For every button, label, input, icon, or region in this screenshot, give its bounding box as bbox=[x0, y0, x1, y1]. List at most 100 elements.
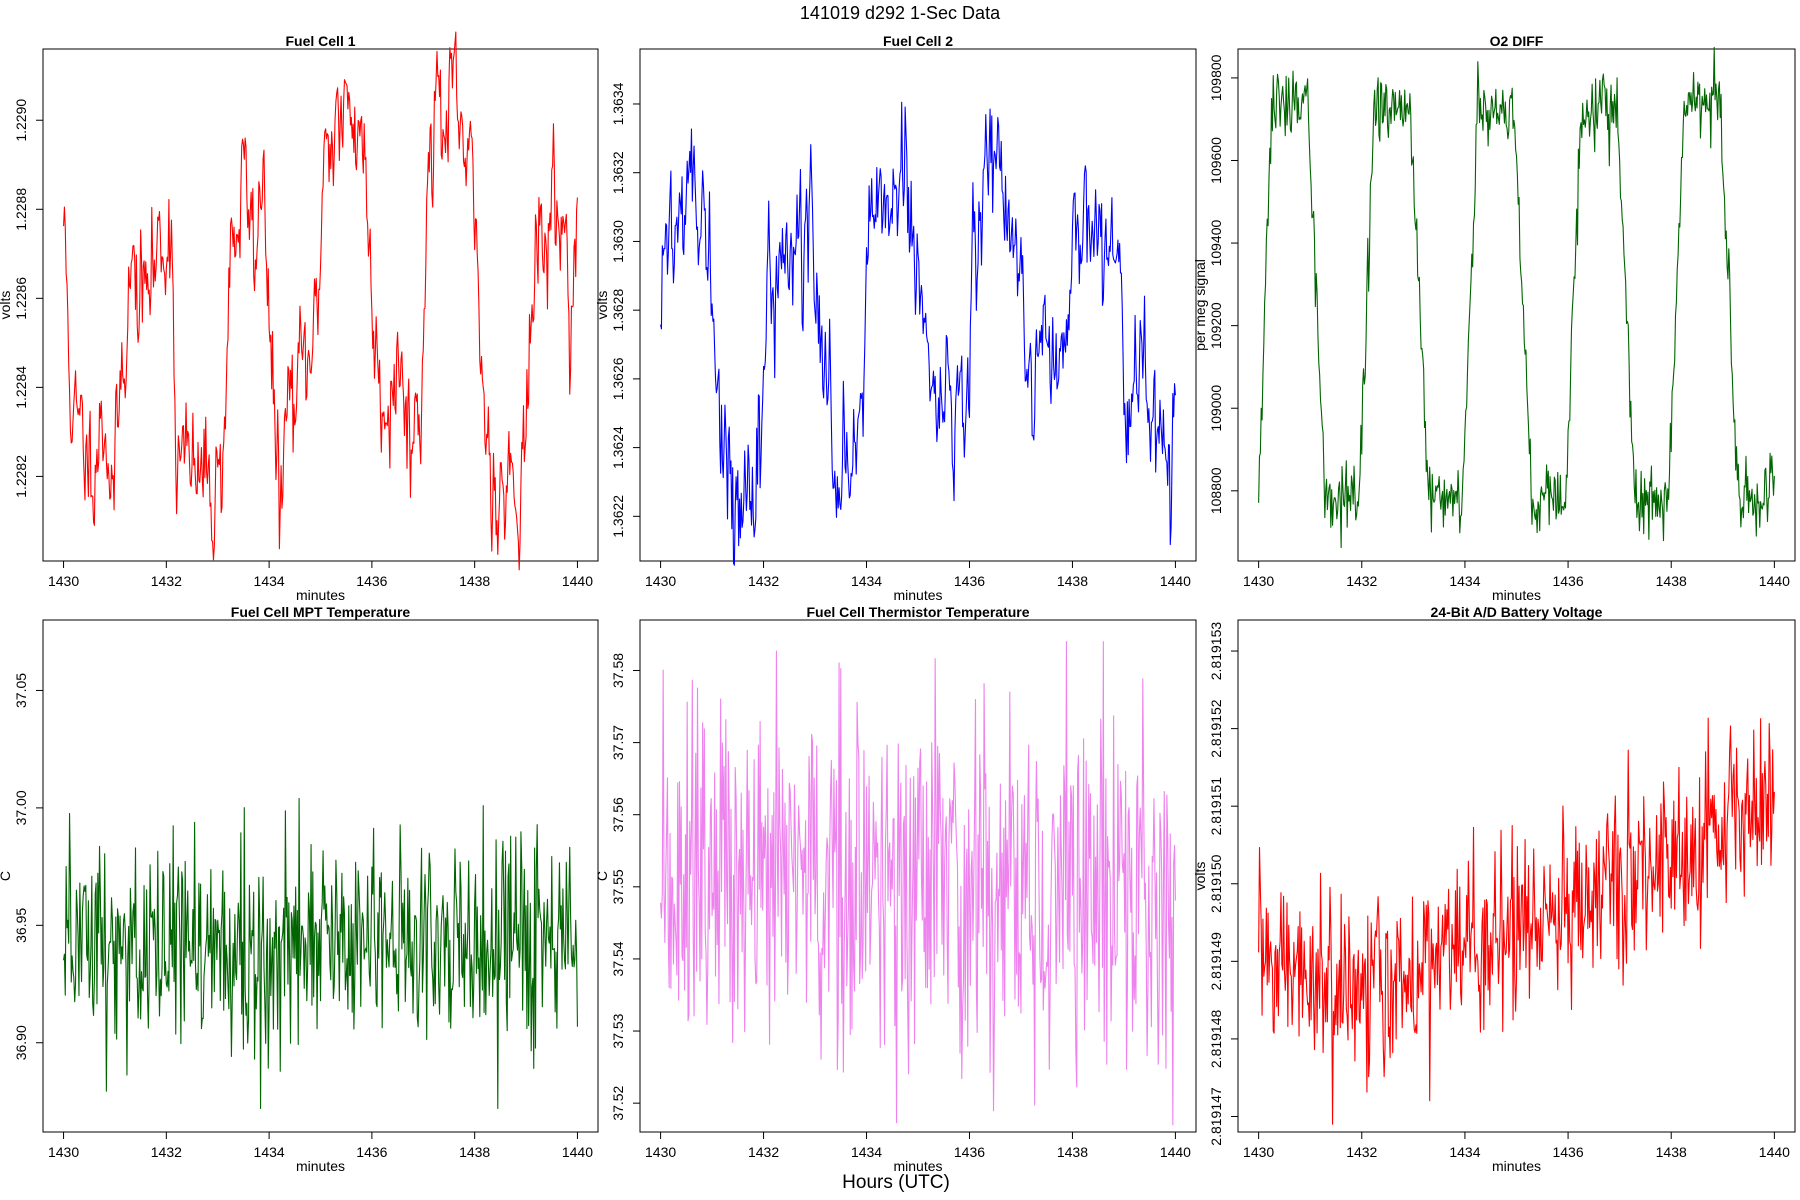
x-tick-label: 1434 bbox=[1449, 573, 1480, 589]
x-tick-label: 1438 bbox=[1656, 573, 1687, 589]
y-axis-label: volts bbox=[1192, 862, 1208, 891]
x-tick-label: 1436 bbox=[954, 573, 985, 589]
x-tick-label: 1440 bbox=[1759, 1144, 1790, 1160]
y-tick-label: 37.05 bbox=[13, 673, 29, 708]
x-tick-label: 1438 bbox=[1656, 1144, 1687, 1160]
y-tick-label: 1.3632 bbox=[610, 151, 626, 194]
x-tick-label: 1434 bbox=[254, 573, 285, 589]
y-tick-label: 37.53 bbox=[610, 1013, 626, 1048]
x-axis-label: minutes bbox=[1492, 1158, 1541, 1174]
x-tick-label: 1434 bbox=[851, 573, 882, 589]
x-tick-label: 1440 bbox=[1759, 573, 1790, 589]
y-axis-label: volts bbox=[0, 291, 13, 320]
x-tick-label: 1440 bbox=[1160, 1144, 1191, 1160]
y-tick-label: 2.819153 bbox=[1208, 622, 1224, 681]
plot-frame bbox=[42, 48, 599, 562]
x-tick-label: 1432 bbox=[748, 1144, 779, 1160]
x-tick-label: 1440 bbox=[1160, 573, 1191, 589]
x-tick-label: 1430 bbox=[645, 573, 676, 589]
series-line-fuel-cell-mpt-temperature bbox=[63, 797, 578, 1110]
y-tick-label: 37.56 bbox=[610, 797, 626, 832]
x-tick-label: 1436 bbox=[1552, 1144, 1583, 1160]
x-tick-label: 1438 bbox=[1057, 573, 1088, 589]
x-axis-label: minutes bbox=[893, 587, 942, 603]
y-tick-label: 109400 bbox=[1208, 219, 1224, 266]
y-axis-label: volts bbox=[594, 291, 610, 320]
y-tick-label: 1.2286 bbox=[13, 277, 29, 320]
x-tick-label: 1430 bbox=[645, 1144, 676, 1160]
x-tick-label: 1436 bbox=[954, 1144, 985, 1160]
x-tick-label: 1432 bbox=[151, 573, 182, 589]
y-tick-label: 109200 bbox=[1208, 302, 1224, 349]
y-tick-label: 37.54 bbox=[610, 941, 626, 976]
plot-frame bbox=[639, 48, 1197, 562]
y-tick-label: 1.2288 bbox=[13, 188, 29, 231]
series-line-o2-diff bbox=[1258, 46, 1775, 549]
x-axis-label: minutes bbox=[893, 1158, 942, 1174]
x-tick-label: 1430 bbox=[48, 1144, 79, 1160]
x-tick-label: 1436 bbox=[356, 573, 387, 589]
series-line-fuel-cell-1 bbox=[63, 31, 578, 571]
y-axis-label: per meg signal bbox=[1192, 259, 1208, 351]
y-tick-label: 37.55 bbox=[610, 869, 626, 904]
y-tick-label: 37.00 bbox=[13, 790, 29, 825]
x-tick-label: 1432 bbox=[1346, 573, 1377, 589]
y-axis-label: C bbox=[0, 871, 13, 881]
y-tick-label: 1.3634 bbox=[610, 82, 626, 125]
y-tick-label: 108800 bbox=[1208, 467, 1224, 514]
series-line-fuel-cell-2 bbox=[660, 101, 1176, 566]
y-tick-label: 37.58 bbox=[610, 653, 626, 688]
y-tick-label: 1.3622 bbox=[610, 495, 626, 538]
x-axis-label: minutes bbox=[296, 587, 345, 603]
plot-frame bbox=[639, 619, 1197, 1133]
y-tick-label: 109000 bbox=[1208, 385, 1224, 432]
y-tick-label: 1.2284 bbox=[13, 366, 29, 409]
y-axis-label: C bbox=[594, 871, 610, 881]
x-tick-label: 1436 bbox=[356, 1144, 387, 1160]
x-tick-label: 1432 bbox=[1346, 1144, 1377, 1160]
chart-title: O2 DIFF bbox=[1490, 33, 1544, 49]
x-tick-label: 1430 bbox=[1243, 573, 1274, 589]
chart-panel-fuel-cell-1: Fuel Cell 1 1430 1432 1434 1436 1438 1440 minut… bbox=[0, 31, 599, 603]
x-tick-label: 1434 bbox=[851, 1144, 882, 1160]
chart-title: 24-Bit A/D Battery Voltage bbox=[1431, 604, 1603, 620]
y-tick-label: 1.3630 bbox=[610, 220, 626, 263]
y-tick-label: 1.3626 bbox=[610, 357, 626, 400]
chart-panel-fuel-cell-mpt-temperature: Fuel Cell MPT Temperature 1430 1432 1434 143… bbox=[0, 604, 599, 1174]
series-line-24-bit-a-d-battery-voltage bbox=[1258, 717, 1775, 1125]
chart-panel-o2-diff: O2 DIFF 1430 1432 1434 1436 1438 1440 minutes 10… bbox=[1192, 33, 1796, 603]
y-tick-label: 1.3628 bbox=[610, 289, 626, 332]
plot-frame bbox=[1237, 619, 1796, 1133]
y-tick-label: 1.3624 bbox=[610, 426, 626, 469]
y-tick-label: 1.2282 bbox=[13, 455, 29, 498]
x-tick-label: 1430 bbox=[1243, 1144, 1274, 1160]
y-tick-label: 2.819150 bbox=[1208, 854, 1224, 913]
y-tick-label: 109600 bbox=[1208, 137, 1224, 184]
figure-title: 141019 d292 1-Sec Data bbox=[800, 3, 1001, 23]
x-tick-label: 1436 bbox=[1552, 573, 1583, 589]
series-line-fuel-cell-thermistor-temperature bbox=[660, 641, 1176, 1126]
x-tick-label: 1438 bbox=[1057, 1144, 1088, 1160]
x-tick-label: 1440 bbox=[562, 1144, 593, 1160]
y-tick-label: 2.819152 bbox=[1208, 699, 1224, 758]
chart-title: Fuel Cell MPT Temperature bbox=[231, 604, 411, 620]
x-tick-label: 1434 bbox=[1449, 1144, 1480, 1160]
y-tick-label: 37.52 bbox=[610, 1085, 626, 1120]
y-tick-label: 2.819149 bbox=[1208, 932, 1224, 991]
y-tick-label: 36.90 bbox=[13, 1025, 29, 1060]
chart-title: Fuel Cell 2 bbox=[883, 33, 953, 49]
chart-title: Fuel Cell 1 bbox=[285, 33, 355, 49]
x-axis-label: minutes bbox=[1492, 587, 1541, 603]
chart-panel-fuel-cell-thermistor-temperature: Fuel Cell Thermistor Temperature 1430 1432… bbox=[594, 604, 1197, 1174]
chart-panel-24-bit-a-d-battery-voltage: 24-Bit A/D Battery Voltage 1430 1432 1434 14… bbox=[1192, 604, 1796, 1174]
y-tick-label: 109800 bbox=[1208, 54, 1224, 101]
chart-title: Fuel Cell Thermistor Temperature bbox=[806, 604, 1029, 620]
x-tick-label: 1432 bbox=[151, 1144, 182, 1160]
x-tick-label: 1440 bbox=[562, 573, 593, 589]
x-tick-label: 1430 bbox=[48, 573, 79, 589]
y-tick-label: 2.819148 bbox=[1208, 1010, 1224, 1069]
y-tick-label: 2.819151 bbox=[1208, 777, 1224, 836]
y-tick-label: 2.819147 bbox=[1208, 1087, 1224, 1146]
x-tick-label: 1438 bbox=[459, 1144, 490, 1160]
